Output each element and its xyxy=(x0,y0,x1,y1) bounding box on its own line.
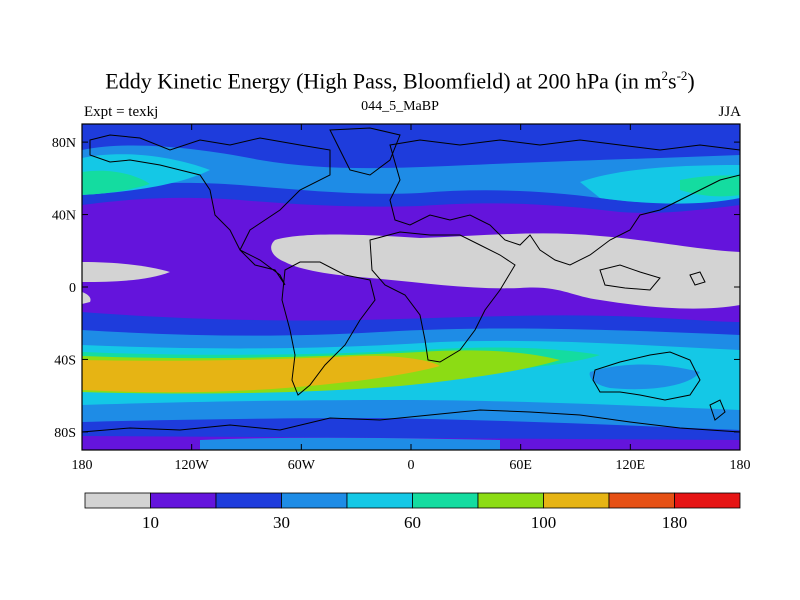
coastline-eurasia xyxy=(389,139,740,266)
colorbar-swatch xyxy=(281,492,348,509)
coastline-new-zealand xyxy=(709,399,726,421)
coastline-south-america xyxy=(281,261,376,396)
chart-subtitle: 044_5_MaBP xyxy=(361,99,439,114)
colorbar-label: 60 xyxy=(404,513,421,532)
contour-band-north-medium xyxy=(82,145,740,203)
colorbar-swatch xyxy=(412,492,479,509)
lon-tick-label: 0 xyxy=(408,458,415,473)
coastline-africa xyxy=(369,231,516,363)
colorbar-swatch xyxy=(543,492,610,509)
contour-south-blue-inner xyxy=(589,364,700,390)
colorbar-label: 10 xyxy=(142,513,159,532)
colorbar-swatch xyxy=(150,492,217,509)
lat-tick-label: 40N xyxy=(52,209,76,224)
contour-low-western xyxy=(82,262,170,282)
coastline-indonesia xyxy=(599,264,706,291)
coastline-north-america xyxy=(89,134,331,286)
colorbar: 10 30 60 100 180 xyxy=(84,492,741,532)
contour-south-yellow xyxy=(82,355,440,393)
axis-ticks: 80N 40N 0 40S 80S 180 120W 60W 0 60E 120E 180 xyxy=(52,124,751,473)
coastline-australia xyxy=(592,351,701,401)
lon-tick-label: 120E xyxy=(616,458,646,473)
contour-antarctic-low xyxy=(200,437,500,450)
lon-tick-label: 120W xyxy=(175,458,210,473)
chart-title: Eddy Kinetic Energy (High Pass, Bloomfie… xyxy=(105,68,695,94)
lon-tick-label: 60W xyxy=(288,458,316,473)
lat-tick-label: 80N xyxy=(52,136,76,151)
colorbar-swatch xyxy=(215,492,282,509)
lat-tick-label: 0 xyxy=(69,281,76,296)
experiment-label: Expt = texkj xyxy=(84,104,159,120)
colorbar-swatch xyxy=(84,492,151,509)
colorbar-label: 30 xyxy=(273,513,290,532)
lon-tick-label: 60E xyxy=(509,458,532,473)
colorbar-swatch xyxy=(477,492,544,509)
colorbar-swatch xyxy=(608,492,675,509)
coastline-greenland xyxy=(329,127,401,176)
contour-low-edge xyxy=(82,292,91,304)
contour-field xyxy=(82,124,740,450)
contour-low-tropical xyxy=(271,233,740,309)
colorbar-swatch xyxy=(346,492,413,509)
coastlines xyxy=(82,127,740,433)
colorbar-label: 100 xyxy=(531,513,557,532)
lat-tick-label: 40S xyxy=(54,353,76,368)
colorbar-swatch xyxy=(674,492,741,509)
contour-band-north-cyan xyxy=(82,154,740,204)
lon-tick-label: 180 xyxy=(72,458,93,473)
lat-tick-label: 80S xyxy=(54,426,76,441)
coastline-antarctica xyxy=(82,409,740,433)
season-label: JJA xyxy=(718,104,741,120)
colorbar-label: 180 xyxy=(662,513,688,532)
lon-tick-label: 180 xyxy=(730,458,751,473)
